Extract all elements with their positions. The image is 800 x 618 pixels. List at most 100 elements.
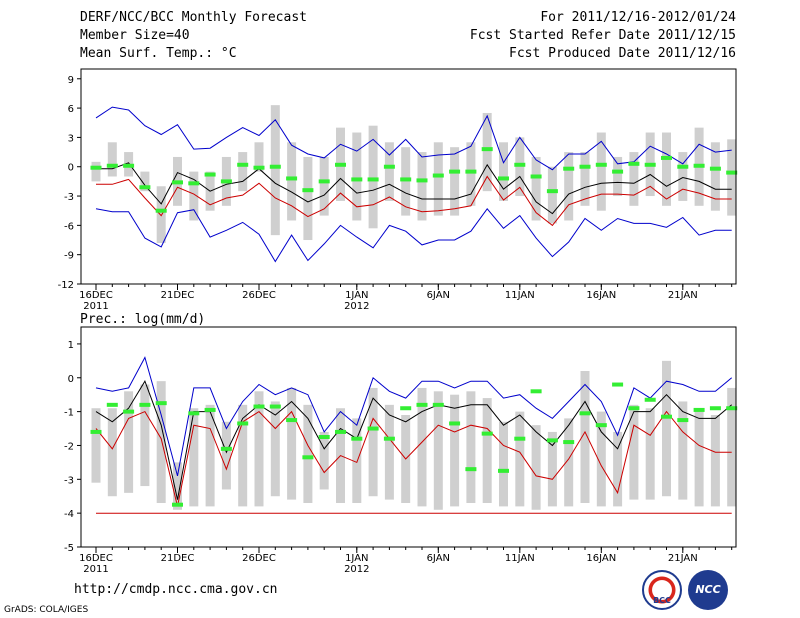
observed-marker [677, 418, 689, 423]
ensemble-box [107, 408, 117, 497]
ensemble-box [352, 418, 362, 503]
observed-marker [449, 169, 461, 174]
ensemble-box [417, 387, 427, 507]
observed-marker [612, 169, 624, 174]
observed-marker [204, 407, 216, 412]
ensemble-box [238, 404, 248, 507]
observed-marker [220, 179, 232, 184]
y-tick-label: 3 [68, 133, 74, 144]
series-line-mean [95, 380, 733, 500]
grads-credit: GrADS: COLA/IGES [4, 605, 89, 615]
x-tick-label: 16DEC [79, 553, 113, 564]
observed-marker [237, 421, 249, 426]
ensemble-box [678, 401, 688, 500]
ensemble-box [499, 142, 508, 201]
ensemble-box [450, 394, 460, 507]
observed-marker [90, 429, 102, 434]
y-tick-label: -3 [64, 475, 74, 486]
plot-frame [80, 68, 737, 285]
observed-marker [579, 164, 591, 169]
ensemble-box [140, 384, 150, 487]
y-tick-label: 0 [68, 163, 74, 174]
x-tick-label: 6JAN [427, 553, 450, 564]
y-tick-label: -4 [64, 509, 74, 520]
ensemble-box [629, 152, 639, 206]
x-tick-label: 21DEC [161, 290, 195, 301]
observed-marker [204, 172, 216, 177]
observed-marker [302, 188, 314, 193]
observed-marker [530, 389, 542, 394]
observed-marker [383, 164, 395, 169]
member-size: Member Size=40 [80, 28, 190, 43]
observed-marker [351, 177, 363, 182]
ensemble-box [254, 391, 264, 507]
observed-marker [612, 382, 624, 387]
observed-marker [709, 406, 721, 411]
observed-marker [286, 418, 298, 423]
observed-marker [123, 163, 135, 168]
ensemble-box [287, 142, 297, 221]
ensemble-box [417, 152, 427, 221]
observed-marker [432, 173, 444, 178]
observed-marker [595, 162, 607, 167]
observed-marker [383, 436, 395, 441]
ensemble-box [384, 404, 394, 500]
observed-marker [139, 185, 151, 190]
observed-marker [318, 435, 330, 439]
observed-marker [644, 397, 656, 402]
chart-title: DERF/NCC/BCC Monthly Forecast [80, 10, 307, 25]
observed-marker [465, 169, 477, 174]
observed-marker [449, 421, 461, 426]
ensemble-box [238, 152, 248, 192]
observed-marker [693, 407, 705, 412]
ncc-logo: NCC [688, 570, 728, 610]
forecast-produced-date: Fcst Produced Date 2011/12/16 [509, 46, 736, 61]
y-tick-label: -6 [64, 221, 74, 232]
observed-marker [400, 406, 412, 411]
observed-marker [498, 176, 509, 181]
ensemble-box [596, 411, 606, 507]
ensemble-box [499, 421, 508, 507]
x-year-label: 2011 [83, 301, 108, 312]
observed-marker [90, 165, 102, 170]
ensemble-box [189, 171, 199, 221]
observed-marker [481, 431, 493, 436]
observed-marker [172, 502, 183, 507]
variable-label: Mean Surf. Temp.: °C [80, 46, 237, 61]
ensemble-box [433, 142, 443, 216]
ensemble-box [368, 387, 378, 497]
y-tick-label: -9 [64, 251, 74, 262]
series-line-mean [96, 162, 732, 215]
source-url[interactable]: http://cmdp.ncc.cma.gov.cn [74, 582, 278, 597]
ensemble-box [564, 152, 574, 221]
ensemble-box [710, 142, 720, 211]
ensemble-box [613, 156, 623, 197]
observed-marker [106, 163, 118, 168]
series-line-median [95, 410, 732, 507]
ensemble-box [727, 387, 737, 507]
x-tick-label: 11JAN [505, 553, 535, 564]
y-tick-label: 6 [68, 104, 74, 115]
ensemble-box [270, 401, 280, 497]
observed-marker [188, 181, 200, 186]
observed-marker [726, 406, 738, 411]
observed-marker [595, 423, 607, 428]
ensemble-box [433, 391, 443, 510]
y-tick-label: -12 [58, 280, 74, 291]
ensemble-box [303, 156, 313, 241]
observed-marker [644, 162, 656, 167]
observed-marker [237, 162, 249, 167]
bcc-logo: BCC [642, 570, 682, 610]
x-tick-label: 1JAN [345, 553, 368, 564]
x-tick-label: 21DEC [161, 553, 195, 564]
observed-marker [498, 468, 509, 473]
x-tick-label: 16DEC [79, 290, 113, 301]
x-tick-label: 16JAN [586, 290, 616, 301]
ensemble-box [466, 391, 476, 503]
y-tick-label: 9 [68, 75, 74, 86]
ensemble-box [531, 425, 541, 510]
observed-marker [253, 165, 265, 170]
observed-marker [318, 179, 330, 184]
y-tick-label: -1 [64, 408, 74, 419]
